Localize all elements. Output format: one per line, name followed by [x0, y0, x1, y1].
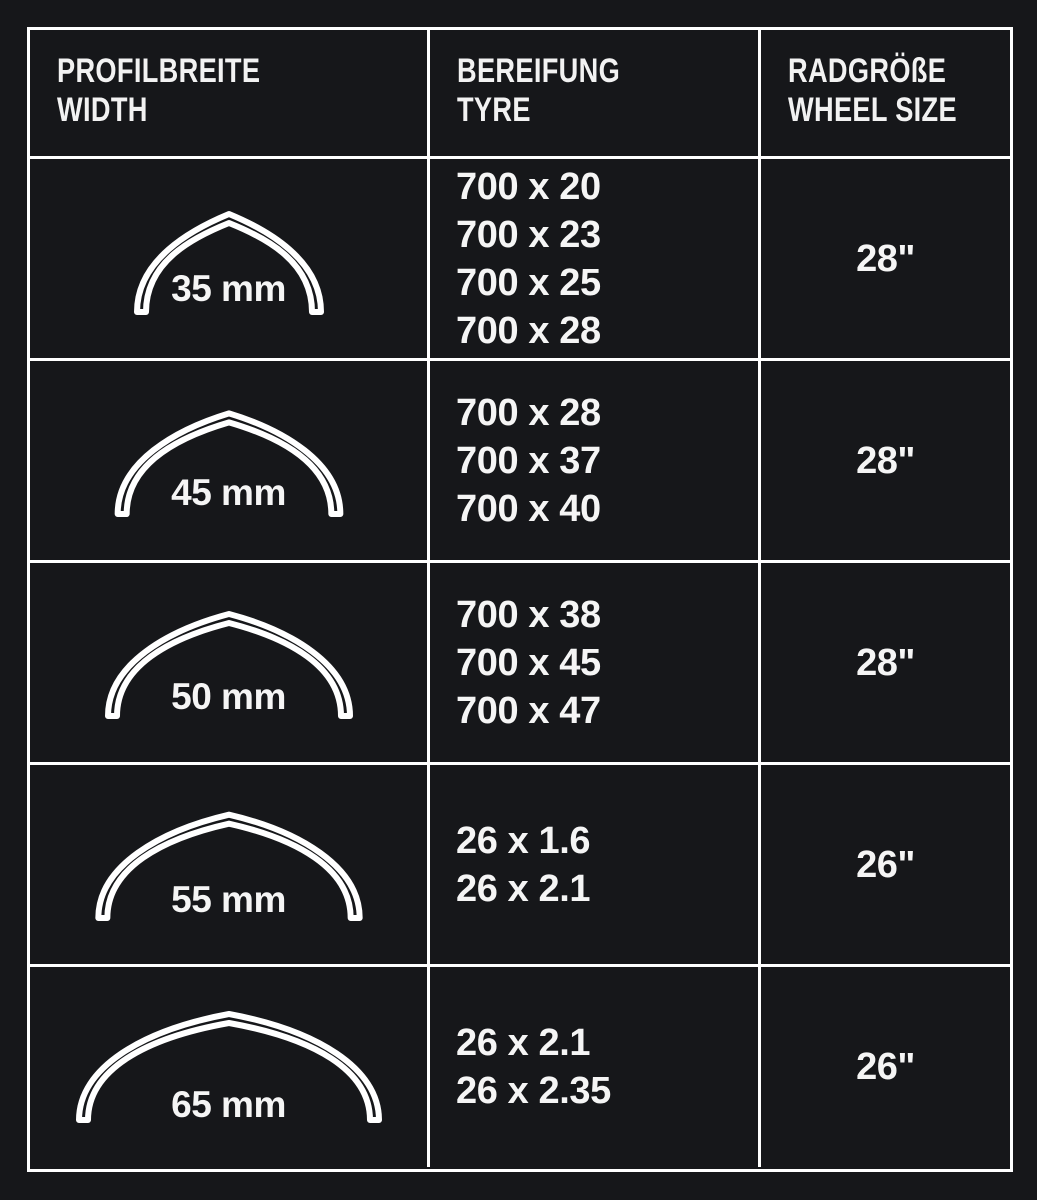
header-tyre-en: TYRE [457, 91, 531, 129]
tyre-size-value: 26 x 2.1 [456, 867, 591, 910]
tyre-size-value: 26 x 2.1 [456, 1022, 591, 1064]
tyre-size-value: 26 x 2.35 [456, 1070, 611, 1112]
tyre-size-value: 700 x 45 [456, 641, 601, 684]
header-width-en: WIDTH [57, 91, 148, 129]
cell-width: 45 mm [30, 361, 430, 560]
fender-profile-graphic: 55 mm [59, 790, 399, 940]
table-row: 55 mm 26 x 1.6 26 x 2.1 26" [30, 765, 1010, 967]
fender-profile-graphic: 50 mm [59, 588, 399, 738]
table-row: 35 mm 700 x 20 700 x 23 700 x 25 700 x 28 2… [30, 159, 1010, 361]
tyre-size-value: 700 x 37 [456, 439, 601, 482]
cell-wheel-size: 28" [761, 159, 1010, 358]
wheel-size-value: 28" [856, 641, 915, 684]
mudguard-arch-icon [114, 409, 343, 517]
cell-wheel-size: 26" [761, 765, 1010, 964]
tyre-size-value: 700 x 20 [456, 165, 601, 208]
header-width-de: PROFILBREITE [57, 52, 261, 90]
table-row: 50 mm 700 x 38 700 x 45 700 x 47 28" [30, 563, 1010, 765]
cell-wheel-size: 26" [761, 967, 1010, 1167]
tyre-size-value: 700 x 38 [456, 593, 601, 636]
table-row: 45 mm 700 x 28 700 x 37 700 x 40 28" [30, 361, 1010, 563]
cell-tyre: 26 x 2.1 26 x 2.35 [430, 967, 761, 1167]
wheel-size-value: 26" [856, 843, 915, 886]
wheel-size-value: 28" [856, 237, 915, 280]
table-row: 65 mm 26 x 2.1 26 x 2.35 26" [30, 967, 1010, 1167]
tyre-size-value: 700 x 28 [456, 391, 601, 434]
mudguard-spec-table: PROFILBREITE WIDTH BEREIFUNG TYRE RADGRÖ… [27, 27, 1013, 1172]
width-label: 45 mm [171, 472, 286, 514]
cell-width: 65 mm [30, 967, 430, 1167]
header-cell-width: PROFILBREITE WIDTH [30, 30, 430, 156]
tyre-size-value: 700 x 23 [456, 213, 601, 256]
cell-tyre: 700 x 20 700 x 23 700 x 25 700 x 28 [430, 159, 761, 358]
width-label: 50 mm [171, 675, 286, 717]
header-wheel-size-de: RADGRÖßE [788, 52, 947, 90]
mudguard-arch-icon [104, 610, 353, 719]
cell-wheel-size: 28" [761, 361, 1010, 560]
width-label: 35 mm [171, 267, 286, 309]
tyre-size-value: 700 x 28 [456, 309, 601, 352]
cell-tyre: 26 x 1.6 26 x 2.1 [430, 765, 761, 964]
header-cell-tyre: BEREIFUNG TYRE [430, 30, 761, 156]
cell-wheel-size: 28" [761, 563, 1010, 762]
table-header-row: PROFILBREITE WIDTH BEREIFUNG TYRE RADGRÖ… [30, 30, 1010, 159]
cell-tyre: 700 x 28 700 x 37 700 x 40 [430, 361, 761, 560]
fender-profile-graphic: 35 mm [59, 184, 399, 334]
tyre-size-value: 26 x 1.6 [456, 819, 591, 862]
mudguard-arch-icon [94, 811, 363, 921]
header-cell-wheel-size: RADGRÖßE WHEEL SIZE [761, 30, 1010, 156]
fender-profile-graphic: 65 mm [59, 992, 399, 1142]
mudguard-arch-icon [75, 1011, 382, 1123]
tyre-size-value: 700 x 25 [456, 261, 601, 304]
header-tyre-de: BEREIFUNG [457, 52, 621, 90]
mudguard-arch-icon [133, 210, 324, 315]
cell-tyre: 700 x 38 700 x 45 700 x 47 [430, 563, 761, 762]
cell-width: 35 mm [30, 159, 430, 358]
cell-width: 55 mm [30, 765, 430, 964]
header-wheel-size-en: WHEEL SIZE [788, 91, 957, 129]
wheel-size-value: 26" [856, 1046, 915, 1088]
tyre-size-value: 700 x 40 [456, 487, 601, 530]
fender-profile-graphic: 45 mm [59, 386, 399, 536]
wheel-size-value: 28" [856, 439, 915, 482]
width-label: 55 mm [171, 878, 286, 920]
width-label: 65 mm [171, 1084, 286, 1125]
tyre-size-value: 700 x 47 [456, 689, 601, 732]
cell-width: 50 mm [30, 563, 430, 762]
